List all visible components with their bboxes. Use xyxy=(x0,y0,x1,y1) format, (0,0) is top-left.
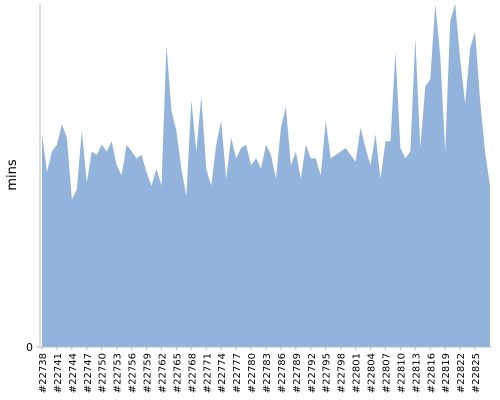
x-tick-label: #22801 xyxy=(352,353,363,393)
x-tick-label: #22822 xyxy=(456,353,467,393)
x-tick-label: #22774 xyxy=(217,353,228,393)
x-tick-label: #22810 xyxy=(396,353,407,393)
x-tick-label: #22780 xyxy=(247,353,258,393)
x-tick-label: #22753 xyxy=(113,353,124,393)
x-tick-label: #22771 xyxy=(202,353,213,393)
x-tick-label: #22804 xyxy=(367,353,378,393)
area xyxy=(42,4,490,347)
x-tick-label: #22750 xyxy=(98,353,109,393)
x-tick-label: #22786 xyxy=(277,353,288,393)
x-tick-label: #22741 xyxy=(53,353,64,393)
x-tick-label: #22747 xyxy=(83,353,94,393)
x-tick-label: #22783 xyxy=(262,353,273,393)
x-tick-label: #22807 xyxy=(381,353,392,393)
x-tick-label: #22816 xyxy=(426,353,437,393)
y-tick-label: 0 xyxy=(26,341,33,354)
x-tick-label: #22759 xyxy=(143,353,154,393)
x-tick-label: #22756 xyxy=(128,353,139,393)
x-tick-label: #22768 xyxy=(187,353,198,393)
x-tick-label: #22738 xyxy=(38,353,49,393)
x-tick-label: #22789 xyxy=(292,353,303,393)
x-tick-label: #22825 xyxy=(471,353,482,393)
y-axis-label: mins xyxy=(5,159,20,191)
x-tick-label: #22819 xyxy=(441,353,452,393)
x-tick-label: #22744 xyxy=(68,353,79,393)
x-tick-label: #22795 xyxy=(322,353,333,393)
x-tick-label: #22792 xyxy=(307,353,318,393)
x-tick-label: #22798 xyxy=(337,353,348,393)
x-tick-label: #22777 xyxy=(232,353,243,393)
x-tick-label: #22765 xyxy=(172,353,183,393)
x-tick-label: #22762 xyxy=(157,353,168,393)
x-tick-label: #22813 xyxy=(411,353,422,393)
